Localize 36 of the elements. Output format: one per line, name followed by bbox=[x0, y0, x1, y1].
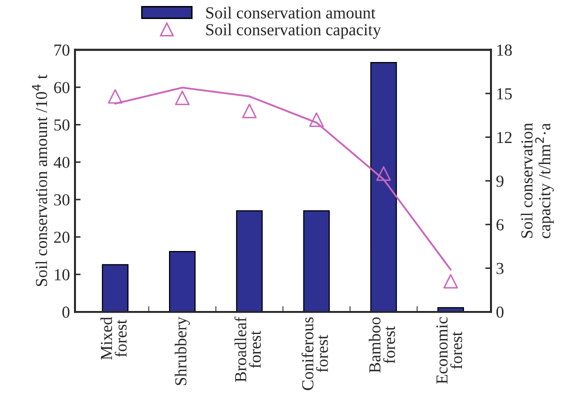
bar bbox=[236, 210, 263, 312]
point bbox=[108, 89, 122, 104]
y2-tick-label: 15 bbox=[497, 88, 512, 100]
y2-tick-label: 18 bbox=[497, 44, 512, 56]
bar bbox=[102, 264, 129, 312]
point bbox=[309, 112, 324, 127]
x-tick-label: Broadleaf forest bbox=[234, 316, 261, 382]
bar bbox=[303, 210, 330, 312]
bar bbox=[370, 62, 397, 312]
bar bbox=[169, 251, 196, 312]
x-tick-label: Mixed forest bbox=[100, 316, 127, 360]
y-tick-label: 30 bbox=[54, 194, 70, 206]
y-tick-label: 0 bbox=[62, 306, 70, 318]
y2-tick-label: 9 bbox=[496, 176, 504, 187]
point bbox=[242, 104, 257, 118]
y-tick-label: 40 bbox=[54, 156, 70, 168]
y2-axis-title: Soil conservation capacity /t/hm$^{2}$·a bbox=[520, 122, 554, 238]
y-axis-title: Soil conservation amount /10$^{4}$ t bbox=[32, 74, 48, 286]
x-tick-label: Economic forest bbox=[436, 317, 462, 384]
x-tick-label: Coniferous forest bbox=[302, 317, 328, 390]
y2-tick-label: 6 bbox=[496, 219, 504, 230]
legend-label: Soil conservation amount bbox=[206, 6, 376, 18]
legend-label: Soil conservation capacity bbox=[206, 24, 381, 39]
point bbox=[175, 90, 190, 106]
y-tick-label: 50 bbox=[54, 119, 70, 131]
y-tick-label: 60 bbox=[54, 82, 70, 94]
point bbox=[443, 274, 458, 289]
point bbox=[376, 166, 391, 181]
y-tick-label: 70 bbox=[54, 44, 70, 56]
x-tick-label: Bamboo forest bbox=[368, 317, 396, 373]
y-tick-label: 10 bbox=[54, 269, 70, 280]
y2-tick-label: 12 bbox=[497, 132, 512, 143]
y2-tick-label: 3 bbox=[496, 262, 504, 274]
x-tick-label: Shrubbery bbox=[174, 316, 190, 386]
y-tick-label: 20 bbox=[54, 232, 70, 243]
y2-tick-label: 0 bbox=[496, 306, 504, 318]
